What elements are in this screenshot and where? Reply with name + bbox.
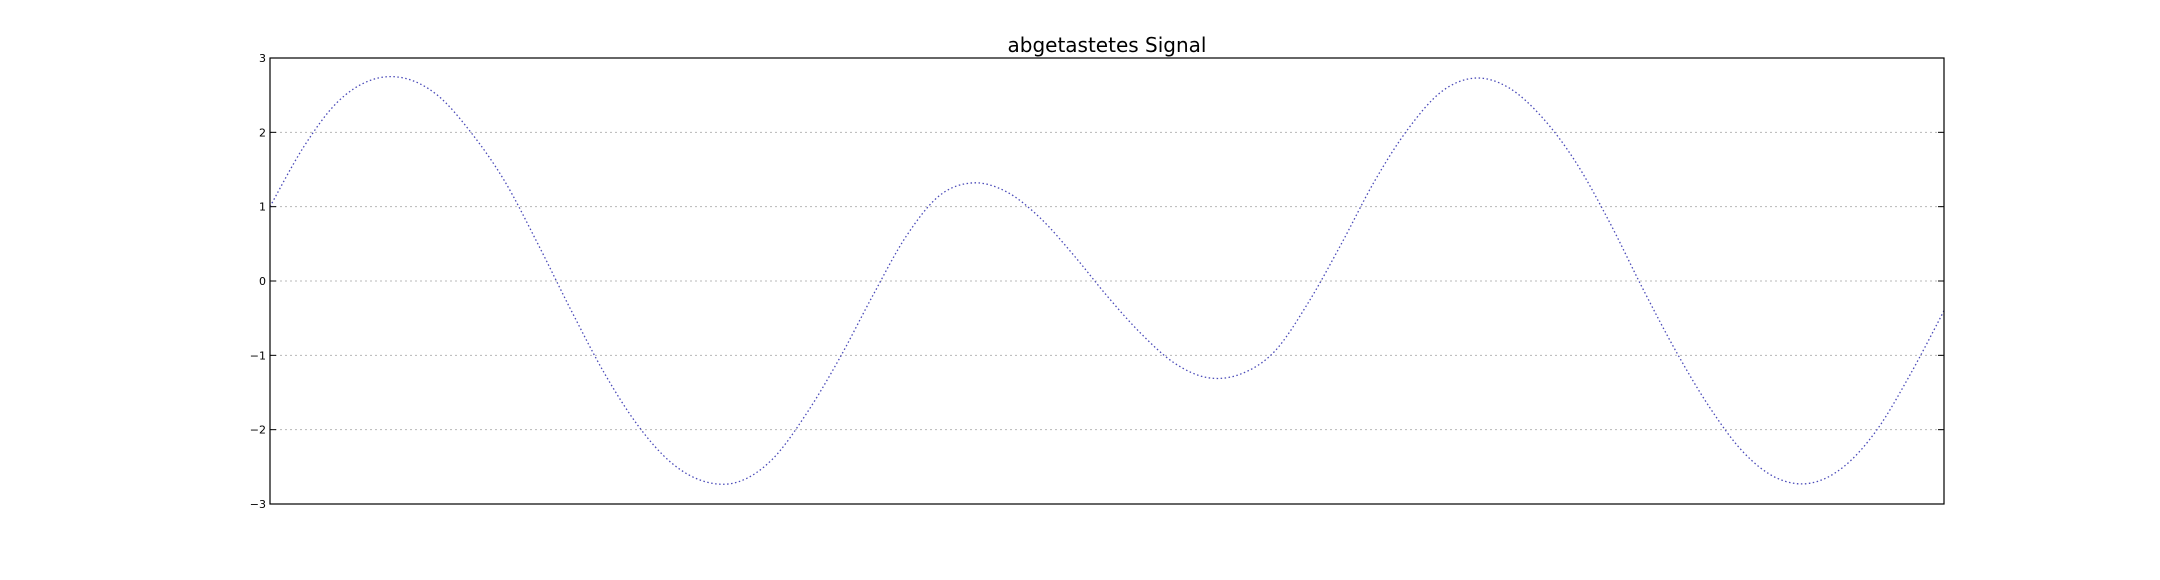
y-tick-label: 3 [259,52,266,65]
gridlines [270,131,1944,431]
y-tick-label: 1 [259,201,266,214]
y-tick-label: −3 [250,498,266,511]
y-tick-label: −1 [250,349,266,362]
plot-frame [269,57,1945,505]
chart-title: abgetastetes Signal [1008,33,1207,57]
y-tick-label: 0 [259,275,266,288]
y-tick-label: −2 [250,424,266,437]
series-layer [269,75,1945,485]
signal-line [269,75,1945,485]
y-tick-label: 2 [259,126,266,139]
